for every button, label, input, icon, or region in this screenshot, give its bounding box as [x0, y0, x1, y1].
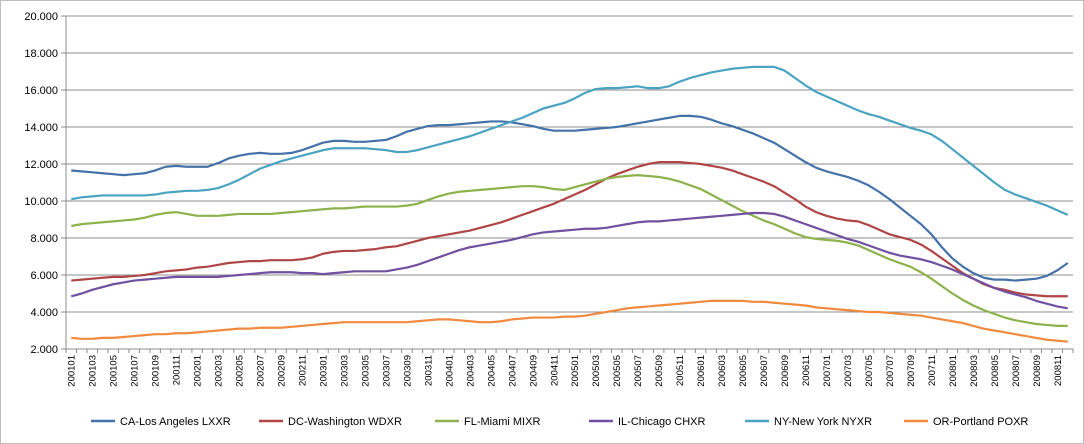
x-tick-label: 200605 [738, 355, 749, 387]
x-tick-label: 200703 [843, 355, 854, 387]
x-tick-label: 200503 [591, 355, 602, 387]
legend-label-1: DC-Washington WDXR [288, 416, 402, 428]
y-tick-label: 14.000 [24, 122, 58, 134]
y-tick-label: 8.000 [30, 233, 58, 245]
y-axis: 2.000 4.000 6.000 8.000 10.000 12.000 14.000 16… [24, 11, 67, 356]
y-tick-label: 10.000 [24, 196, 58, 208]
x-tick-label: 200101 [67, 355, 78, 387]
x-tick-label: 200305 [360, 355, 371, 387]
series-line-2 [71, 174, 1068, 327]
x-tick-label: 200311 [423, 355, 434, 386]
legend-label-0: CA-Los Angeles LXXR [120, 416, 231, 428]
x-tick-label: 200303 [339, 355, 350, 387]
x-tick-label: 200707 [885, 355, 896, 387]
x-tick-label: 200107 [130, 355, 141, 387]
x-tick-label: 200111 [172, 355, 183, 385]
y-tick-label: 12.000 [24, 159, 58, 171]
x-tick-label: 200705 [864, 355, 875, 387]
y-tick-label: 18.000 [24, 48, 58, 60]
y-tick-label: 6.000 [30, 270, 58, 282]
x-tick-label: 200405 [486, 355, 497, 387]
x-tick-label: 200509 [654, 355, 665, 387]
x-tick-label: 200811 [1053, 355, 1064, 386]
x-tick-label: 200805 [990, 355, 1001, 387]
series-line-1 [71, 161, 1068, 298]
series-line-5 [71, 299, 1068, 343]
x-tick-label: 200609 [780, 355, 791, 387]
x-tick-label: 200207 [256, 355, 267, 387]
legend: CA-Los Angeles LXXR DC-Washington WDXR FL-… [91, 416, 1028, 428]
x-tick-label: 200803 [969, 355, 980, 387]
x-tick-label: 200501 [570, 355, 581, 387]
x-tick-label: 200205 [235, 355, 246, 387]
x-tick-label: 200701 [822, 355, 833, 387]
y-tick-label: 20.000 [24, 11, 58, 23]
x-tick-label: 200511 [675, 355, 686, 386]
x-tick-label: 200209 [277, 355, 288, 387]
series-lines [70, 65, 1069, 343]
x-tick-label: 200403 [465, 355, 476, 387]
legend-label-3: IL-Chicago CHXR [618, 416, 705, 428]
series-line-3 [70, 211, 1068, 310]
series-line-0 [71, 114, 1069, 282]
x-tick-label: 200809 [1032, 355, 1043, 387]
x-tick-label: 200801 [948, 355, 959, 387]
series-line-4 [71, 65, 1069, 216]
x-tick-label: 200301 [318, 355, 329, 387]
x-tick-label: 200407 [507, 355, 518, 387]
x-tick-label: 200105 [109, 355, 120, 387]
x-tick-label: 200307 [381, 355, 392, 387]
x-tick-label: 200203 [214, 355, 225, 387]
x-axis: 200101 200103 200105 200107 200109 200111 2002… [65, 348, 1074, 387]
gridlines [66, 15, 1073, 350]
x-tick-label: 200709 [906, 355, 917, 387]
x-tick-label: 200201 [193, 355, 204, 387]
legend-label-4: NY-New York NYXR [774, 416, 872, 428]
x-tick-label: 200603 [717, 355, 728, 387]
x-tick-label: 200109 [151, 355, 162, 387]
x-tick-label: 200409 [528, 355, 539, 387]
y-tick-label: 2.000 [30, 344, 58, 356]
x-tick-label: 200711 [927, 355, 938, 386]
x-tick-label: 200505 [612, 355, 623, 387]
x-tick-label: 200401 [444, 355, 455, 387]
y-tick-label: 16.000 [24, 85, 58, 97]
x-tick-label: 200607 [759, 355, 770, 387]
x-tick-label: 200611 [801, 355, 812, 386]
x-tick-label: 200103 [88, 355, 99, 387]
x-tick-label: 200807 [1011, 355, 1022, 387]
legend-label-2: FL-Miami MIXR [464, 416, 540, 428]
x-tick-label: 200507 [633, 355, 644, 387]
y-tick-label: 4.000 [30, 307, 58, 319]
legend-label-5: OR-Portland POXR [933, 416, 1028, 428]
x-tick-label: 200211 [298, 355, 309, 386]
x-tick-label: 200411 [549, 355, 560, 386]
x-tick-label: 200601 [696, 355, 707, 387]
x-tick-label: 200309 [402, 355, 413, 387]
